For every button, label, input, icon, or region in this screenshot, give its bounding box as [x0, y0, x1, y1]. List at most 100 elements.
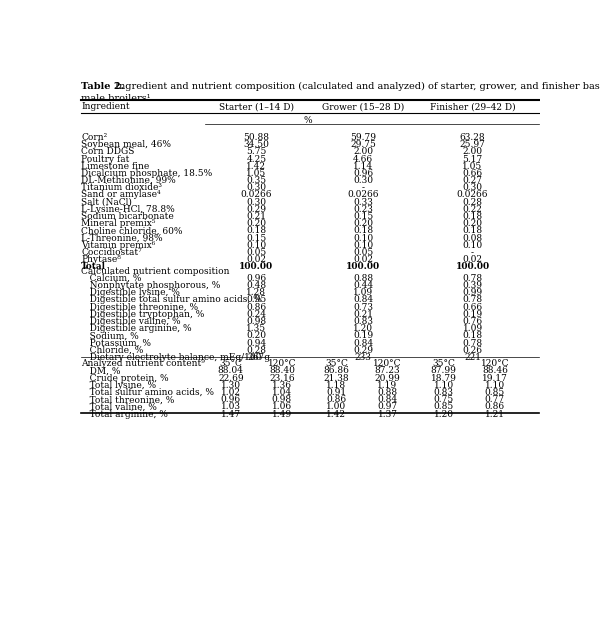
Text: 0.95: 0.95: [246, 295, 266, 305]
Text: Total: Total: [81, 262, 106, 271]
Text: 35°C: 35°C: [220, 359, 242, 369]
Text: 0.05: 0.05: [353, 248, 373, 257]
Text: Chloride, %: Chloride, %: [81, 346, 143, 355]
Text: 88.04: 88.04: [218, 367, 244, 375]
Text: 0.10: 0.10: [246, 241, 266, 250]
Text: 0.96: 0.96: [353, 169, 373, 178]
Text: 1.14: 1.14: [353, 162, 373, 171]
Text: Limestone fine: Limestone fine: [81, 162, 149, 171]
Text: 0.66: 0.66: [463, 169, 482, 178]
Text: 87.23: 87.23: [374, 367, 400, 375]
Text: 63.28: 63.28: [460, 133, 485, 142]
Text: 0.76: 0.76: [463, 317, 482, 326]
Text: 1.35: 1.35: [246, 324, 266, 333]
Text: 100.00: 100.00: [239, 262, 274, 271]
Text: 1.21: 1.21: [485, 410, 505, 418]
Text: 0.02: 0.02: [353, 255, 373, 264]
Text: 1.03: 1.03: [221, 403, 241, 411]
Text: 2.00: 2.00: [463, 147, 482, 156]
Text: 0.0266: 0.0266: [457, 191, 488, 199]
Text: 1.47: 1.47: [221, 410, 241, 418]
Text: Digestible threonine, %: Digestible threonine, %: [81, 303, 198, 312]
Text: 1.30: 1.30: [221, 381, 241, 390]
Text: 120°C: 120°C: [268, 359, 296, 369]
Text: 0.26: 0.26: [463, 346, 482, 355]
Text: 0.97: 0.97: [377, 403, 398, 411]
Text: Salt (NaCl): Salt (NaCl): [81, 198, 132, 207]
Text: 5.17: 5.17: [463, 155, 482, 163]
Text: 22.69: 22.69: [218, 374, 244, 382]
Text: 1.02: 1.02: [221, 388, 241, 397]
Text: 1.20: 1.20: [434, 410, 454, 418]
Text: 0.78: 0.78: [463, 295, 482, 305]
Text: 0.35: 0.35: [246, 176, 266, 185]
Text: -: -: [362, 183, 365, 192]
Text: Dicalcium phosphate, 18.5%: Dicalcium phosphate, 18.5%: [81, 169, 212, 178]
Text: 2.00: 2.00: [353, 147, 373, 156]
Text: 1.42: 1.42: [247, 162, 266, 171]
Text: 0.73: 0.73: [353, 303, 373, 312]
Text: 0.08: 0.08: [463, 233, 482, 243]
Text: Digestible arginine, %: Digestible arginine, %: [81, 324, 191, 333]
Text: 0.30: 0.30: [247, 198, 266, 207]
Text: Starter (1–14 D): Starter (1–14 D): [219, 102, 294, 112]
Text: 1.20: 1.20: [353, 324, 373, 333]
Text: 0.02: 0.02: [247, 255, 266, 264]
Text: 0.83: 0.83: [434, 388, 454, 397]
Text: 0.84: 0.84: [377, 395, 398, 404]
Text: 0.18: 0.18: [463, 227, 482, 235]
Text: 35°C: 35°C: [433, 359, 455, 369]
Text: 0.23: 0.23: [353, 205, 373, 214]
Text: Choline chloride, 60%: Choline chloride, 60%: [81, 227, 182, 235]
Text: 0.10: 0.10: [353, 241, 373, 250]
Text: 0.19: 0.19: [463, 310, 482, 319]
Text: 1.05: 1.05: [246, 169, 266, 178]
Text: Calculated nutrient composition: Calculated nutrient composition: [81, 267, 230, 276]
Text: 4.66: 4.66: [353, 155, 373, 163]
Text: 18.79: 18.79: [431, 374, 457, 382]
Text: Digestible tryptophan, %: Digestible tryptophan, %: [81, 310, 205, 319]
Text: 0.27: 0.27: [463, 176, 482, 185]
Text: Potassium, %: Potassium, %: [81, 339, 151, 348]
Text: 0.18: 0.18: [353, 227, 373, 235]
Text: Finisher (29–42 D): Finisher (29–42 D): [430, 102, 515, 112]
Text: 0.77: 0.77: [485, 395, 505, 404]
Text: 0.96: 0.96: [246, 274, 266, 283]
Text: 1.05: 1.05: [463, 162, 482, 171]
Text: Soybean meal, 46%: Soybean meal, 46%: [81, 140, 171, 149]
Text: Mineral premix⁵: Mineral premix⁵: [81, 219, 155, 228]
Text: Vitamin premix⁶: Vitamin premix⁶: [81, 241, 155, 250]
Text: 0.83: 0.83: [353, 317, 373, 326]
Text: Sodium, %: Sodium, %: [81, 331, 139, 340]
Text: %: %: [303, 115, 312, 124]
Text: 0.66: 0.66: [463, 303, 482, 312]
Text: 233: 233: [355, 353, 372, 362]
Text: 0.10: 0.10: [353, 233, 373, 243]
Text: 0.21: 0.21: [247, 212, 266, 221]
Text: 1.06: 1.06: [272, 403, 292, 411]
Text: 50.88: 50.88: [244, 133, 269, 142]
Text: 0.21: 0.21: [353, 310, 373, 319]
Text: Crude protein, %: Crude protein, %: [81, 374, 169, 382]
Text: 20.99: 20.99: [374, 374, 400, 382]
Text: 0.86: 0.86: [246, 303, 266, 312]
Text: Titanium dioxide³: Titanium dioxide³: [81, 183, 162, 192]
Text: 0.85: 0.85: [485, 388, 505, 397]
Text: 0.24: 0.24: [247, 310, 266, 319]
Text: Corn²: Corn²: [81, 133, 107, 142]
Text: 34.50: 34.50: [244, 140, 269, 149]
Text: 23.16: 23.16: [269, 374, 295, 382]
Text: 0.96: 0.96: [221, 395, 241, 404]
Text: 0.0266: 0.0266: [241, 191, 272, 199]
Text: 1.37: 1.37: [377, 410, 397, 418]
Text: Total valine, %: Total valine, %: [81, 403, 157, 411]
Text: Phytase⁸: Phytase⁸: [81, 255, 121, 264]
Text: 5.75: 5.75: [246, 147, 266, 156]
Text: 267: 267: [248, 353, 265, 362]
Text: 88.46: 88.46: [482, 367, 508, 375]
Text: Grower (15–28 D): Grower (15–28 D): [322, 102, 404, 112]
Text: 0.29: 0.29: [247, 205, 266, 214]
Text: Table 2.: Table 2.: [81, 81, 124, 91]
Text: Total lysine, %: Total lysine, %: [81, 381, 156, 390]
Text: 0.30: 0.30: [463, 183, 482, 192]
